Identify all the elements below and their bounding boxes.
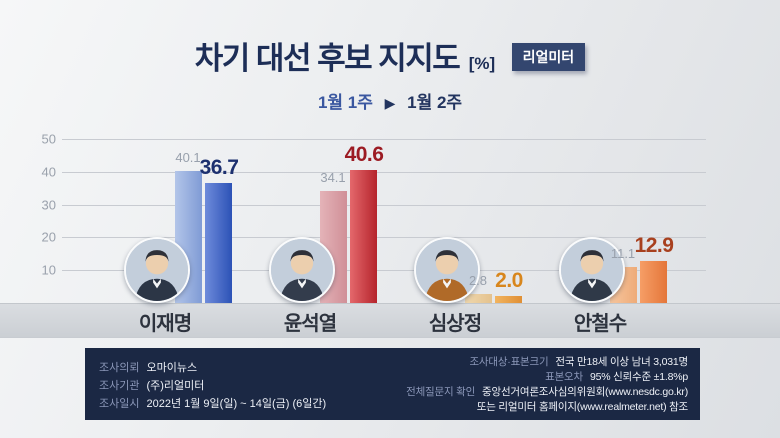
value-label-week2: 12.9 bbox=[634, 233, 674, 257]
survey-info-value: 전국 만18세 이상 남녀 3,031명 bbox=[555, 356, 688, 368]
gridline bbox=[62, 171, 706, 173]
survey-info-value: 2022년 1월 9일(일) ~ 14일(금) (6일간) bbox=[146, 398, 327, 410]
bar-group: 2.8 2.0 bbox=[385, 0, 525, 303]
y-axis-tick: 40 bbox=[41, 164, 56, 180]
chart-header: 차기 대선 후보 지지도 [%] 리얼미터 bbox=[0, 33, 780, 78]
candidate-name: 심상정 bbox=[428, 313, 482, 335]
bar-week2 bbox=[495, 296, 522, 303]
person-silhouette-icon bbox=[416, 239, 478, 301]
bar-week2 bbox=[205, 182, 232, 303]
survey-info-row: 조사대상·표본크기 전국 만18세 이상 남녀 3,031명 bbox=[337, 355, 688, 370]
survey-info-row: 조사기관 (주)리얼미터 bbox=[99, 377, 337, 395]
y-axis-tick: 30 bbox=[41, 197, 56, 213]
period-label-week2: 1월 2주 bbox=[407, 93, 463, 112]
survey-info-value: 오마이뉴스 bbox=[146, 362, 198, 374]
survey-info-row: 전체질문지 확인 중앙선거여론조사심의위원회(www.nesdc.go.kr) bbox=[337, 385, 688, 400]
period-subtitle: 1월 1주 ▶ 1월 2주 bbox=[0, 88, 780, 113]
unit-label: [%] bbox=[468, 54, 496, 73]
survey-info-row: 또는 리얼미터 홈페이지(www.realmeter.net) 참조 bbox=[337, 400, 688, 415]
survey-info-label: 조사의뢰 bbox=[99, 362, 140, 374]
person-silhouette-icon bbox=[561, 239, 623, 301]
gridline bbox=[62, 139, 706, 140]
gridline bbox=[62, 204, 706, 206]
bar-group: 40.1 36.7 bbox=[95, 0, 239, 303]
name-band bbox=[0, 303, 780, 338]
candidate-name: 윤석열 bbox=[283, 313, 337, 335]
survey-info-value: 또는 리얼미터 홈페이지(www.realmeter.net) 참조 bbox=[476, 401, 688, 413]
value-label-week1: 2.8 bbox=[468, 272, 488, 288]
survey-info-value: (주)리얼미터 bbox=[146, 380, 205, 392]
candidate-avatar bbox=[414, 237, 480, 303]
bar-week1 bbox=[465, 293, 492, 303]
survey-info-value: 95% 신뢰수준 ±1.8%p bbox=[589, 371, 688, 383]
survey-info-label: 조사기관 bbox=[99, 380, 140, 392]
person-silhouette-icon bbox=[126, 239, 188, 301]
y-axis-tick: 50 bbox=[41, 131, 56, 147]
y-axis-tick: 20 bbox=[41, 229, 56, 245]
candidate-avatar bbox=[269, 237, 335, 303]
bar-week2 bbox=[350, 169, 377, 303]
candidate-avatar bbox=[124, 237, 190, 303]
survey-info-label: 조사대상·표본크기 bbox=[469, 356, 549, 368]
person-silhouette-icon bbox=[271, 239, 333, 301]
survey-info-row: 조사일시 2022년 1월 9일(일) ~ 14일(금) (6일간) bbox=[99, 395, 337, 413]
survey-info-row: 표본오차 95% 신뢰수준 ±1.8%p bbox=[337, 370, 688, 385]
survey-info-row: 조사의뢰 오마이뉴스 bbox=[99, 359, 337, 377]
bar-group: 34.1 40.6 bbox=[240, 0, 384, 303]
survey-info-label: 전체질문지 확인 bbox=[406, 386, 476, 398]
period-label-week1: 1월 1주 bbox=[317, 93, 373, 112]
candidate-name: 이재명 bbox=[138, 313, 192, 335]
bar-week2 bbox=[640, 260, 667, 303]
candidate-name: 안철수 bbox=[573, 313, 627, 335]
value-label-week1: 34.1 bbox=[320, 170, 346, 186]
gridline bbox=[62, 270, 706, 272]
y-axis-tick: 10 bbox=[41, 262, 56, 278]
bar-group: 11.1 12.9 bbox=[530, 0, 674, 303]
value-label-week1: 11.1 bbox=[610, 245, 636, 261]
gridline bbox=[62, 237, 706, 239]
chart-title: 차기 대선 후보 지지도 bbox=[194, 41, 461, 76]
value-label-week2: 40.6 bbox=[344, 142, 384, 166]
value-label-week1: 40.1 bbox=[175, 150, 201, 166]
survey-info-label: 표본오차 bbox=[545, 371, 583, 383]
survey-info-label: 조사일시 bbox=[99, 398, 140, 410]
survey-info-value: 중앙선거여론조사심의위원회(www.nesdc.go.kr) bbox=[482, 386, 688, 398]
value-label-week2: 36.7 bbox=[199, 155, 239, 179]
value-label-week2: 2.0 bbox=[495, 269, 523, 293]
source-badge: 리얼미터 bbox=[511, 43, 586, 71]
candidate-avatar bbox=[559, 237, 625, 303]
arrow-right-icon: ▶ bbox=[384, 95, 396, 111]
